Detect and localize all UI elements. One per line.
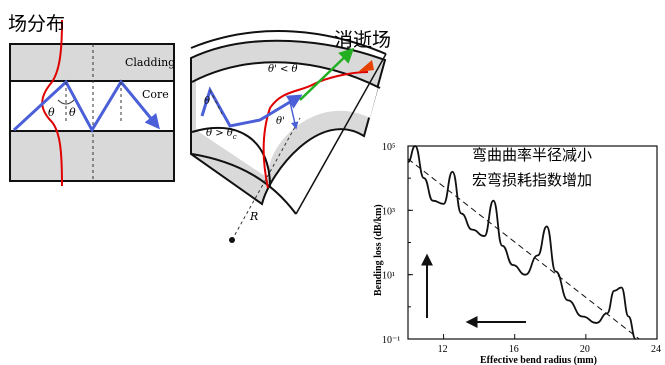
y-tick-label: 10⁵: [382, 142, 396, 153]
core-label: Core: [142, 88, 169, 101]
bent-fiber: R θ' < θ θ > θc θ θ' 消逝场: [190, 29, 391, 243]
field-distribution-label: 场分布: [8, 13, 65, 35]
bending-loss-curve: [407, 145, 637, 340]
bent-outer-edge: [190, 30, 387, 55]
bend-center-dot: [229, 237, 235, 243]
annotation-line-2: 宏弯损耗指数增加: [472, 171, 592, 189]
x-tick-label: 24: [651, 344, 661, 355]
cladding-label: Cladding: [125, 56, 175, 69]
bent-core: [196, 62, 378, 178]
evanescent-arrow: [299, 47, 355, 101]
reflected-ray: [289, 101, 299, 130]
bent-core-lower-boundary: [191, 126, 271, 187]
y-axis-label: Bending loss (dB/km): [373, 204, 384, 296]
field-tail: [358, 60, 374, 72]
y-tick-label: 10³: [382, 206, 395, 217]
theta-label-right: θ: [69, 106, 76, 119]
x-tick-label: 20: [580, 344, 590, 355]
annotation-line-1: 弯曲曲率半径减小: [472, 146, 592, 164]
y-tick-label: 10⁻¹: [382, 335, 400, 346]
x-tick-label: 12: [438, 344, 448, 355]
x-axis-label: Effective bend radius (mm): [480, 355, 597, 365]
x-tick-label: 16: [509, 344, 519, 355]
evanescent-field-label: 消逝场: [334, 29, 391, 51]
radius-label: R: [249, 210, 258, 223]
cladding-bottom: [9, 130, 175, 182]
theta-prime-lt-theta: θ' < θ: [268, 64, 298, 75]
cladding-top: [9, 43, 175, 82]
bend-radius-line: [231, 117, 301, 241]
guided-ray: [12, 79, 160, 134]
bent-field-curve: [262, 71, 369, 189]
bent-guided-ray: [200, 86, 303, 128]
theta-small-label: θ: [204, 96, 210, 107]
bending-loss-chart: 12 16 20 24 10⁵ 10³ 10¹ 10⁻¹ Effective bend rad…: [373, 142, 661, 365]
bent-core-upper-boundary: [191, 61, 381, 89]
theta-gt-thetac: θ > θc: [206, 128, 237, 141]
y-tick-label: 10¹: [382, 271, 395, 282]
theta-prime-small-label: θ': [276, 116, 285, 127]
trend-line: [407, 158, 640, 340]
bent-inner-edge: [191, 153, 297, 215]
straight-fiber: θ θ Cladding Core 场分布: [8, 13, 175, 187]
theta-label-left: θ: [48, 106, 55, 119]
